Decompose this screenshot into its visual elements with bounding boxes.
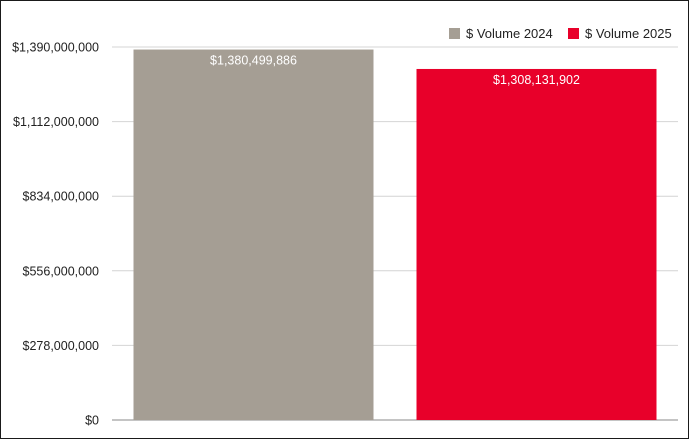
data-label: $1,380,499,886 (210, 54, 297, 68)
y-tick-label: $1,112,000,000 (13, 115, 99, 129)
y-tick-label: $834,000,000 (23, 190, 100, 204)
legend: $ Volume 2024 $ Volume 2025 (449, 26, 672, 41)
bars (133, 49, 657, 420)
legend-label: $ Volume 2025 (585, 26, 672, 41)
y-tick-label: $1,390,000,000 (12, 41, 99, 55)
y-tick-label: $278,000,000 (23, 339, 100, 353)
data-label: $1,308,131,902 (493, 73, 580, 87)
bar (416, 68, 657, 420)
bar (133, 49, 374, 420)
legend-swatch (449, 28, 460, 39)
legend-label: $ Volume 2024 (466, 26, 553, 41)
y-axis: $0 $278,000,000 $556,000,000 $834,000,000 $1… (12, 41, 99, 428)
y-tick-label: $0 (85, 414, 99, 428)
legend-swatch (568, 28, 579, 39)
y-tick-label: $556,000,000 (23, 264, 100, 278)
data-labels: $1,380,499,886 $1,308,131,902 (210, 54, 580, 87)
